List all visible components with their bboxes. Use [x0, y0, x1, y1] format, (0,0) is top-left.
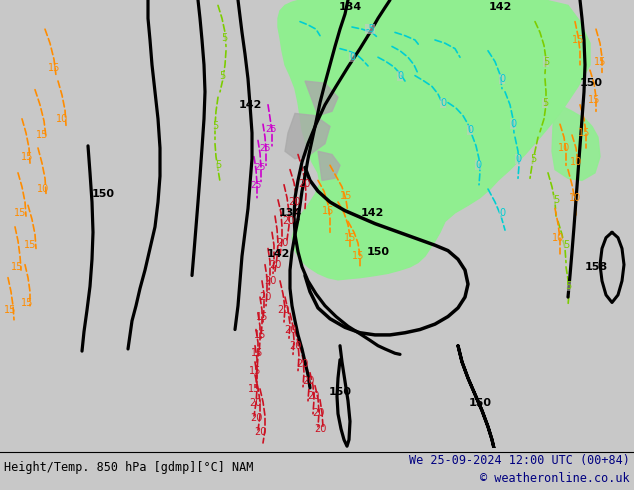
- Text: 5: 5: [553, 195, 559, 205]
- Text: 10: 10: [56, 114, 68, 124]
- Text: 20: 20: [302, 376, 314, 387]
- Text: 15: 15: [48, 63, 60, 73]
- Text: 142: 142: [238, 100, 262, 110]
- Text: 150: 150: [580, 78, 603, 88]
- Text: 15: 15: [248, 384, 260, 394]
- Text: 5: 5: [212, 122, 218, 131]
- Text: 25: 25: [259, 144, 271, 152]
- Text: 20: 20: [249, 398, 261, 408]
- Text: Height/Temp. 850 hPa [gdmp][°C] NAM: Height/Temp. 850 hPa [gdmp][°C] NAM: [4, 461, 254, 474]
- Text: 134: 134: [339, 2, 361, 12]
- Text: 0: 0: [475, 160, 481, 171]
- Text: 25: 25: [254, 163, 266, 172]
- Text: 15: 15: [11, 262, 23, 272]
- Text: 15: 15: [594, 56, 606, 67]
- Text: 15: 15: [24, 240, 36, 250]
- Text: 0: 0: [499, 208, 505, 218]
- Text: 15: 15: [578, 128, 590, 138]
- Text: 5: 5: [215, 160, 221, 171]
- Text: 5: 5: [221, 33, 227, 43]
- Text: 15: 15: [14, 208, 26, 218]
- Text: 20: 20: [259, 292, 271, 302]
- Text: 150: 150: [469, 398, 491, 408]
- Text: 15: 15: [352, 251, 364, 261]
- Text: 20: 20: [269, 260, 281, 270]
- Text: We 25-09-2024 12:00 UTC (00+84): We 25-09-2024 12:00 UTC (00+84): [409, 454, 630, 466]
- Polygon shape: [318, 151, 340, 180]
- Text: 0: 0: [515, 154, 521, 164]
- Text: 20: 20: [284, 324, 296, 335]
- Text: 20: 20: [254, 427, 266, 437]
- Polygon shape: [285, 114, 330, 159]
- Text: 15: 15: [21, 297, 33, 308]
- Polygon shape: [350, 18, 470, 100]
- Text: 10: 10: [552, 233, 564, 243]
- Polygon shape: [278, 0, 590, 280]
- Text: 5: 5: [542, 98, 548, 108]
- Text: 15: 15: [249, 366, 261, 375]
- Text: 10: 10: [569, 193, 581, 203]
- Text: 20: 20: [289, 341, 301, 351]
- Text: 0: 0: [510, 119, 516, 129]
- Text: 15: 15: [4, 305, 16, 315]
- Text: 15: 15: [572, 35, 584, 45]
- Text: 15: 15: [588, 96, 600, 105]
- Text: -5: -5: [365, 24, 375, 34]
- Text: 0: 0: [440, 98, 446, 108]
- Text: 20: 20: [298, 179, 310, 189]
- Text: 15: 15: [340, 191, 353, 200]
- Polygon shape: [305, 81, 338, 116]
- Text: 150: 150: [366, 247, 389, 257]
- Text: © weatheronline.co.uk: © weatheronline.co.uk: [481, 472, 630, 485]
- Text: 15: 15: [251, 348, 263, 358]
- Text: 0: 0: [467, 124, 473, 135]
- Text: 15: 15: [36, 130, 48, 140]
- Text: 15: 15: [254, 330, 266, 340]
- Text: 150: 150: [328, 387, 351, 397]
- Text: 20: 20: [288, 197, 300, 207]
- Text: 20: 20: [296, 359, 308, 369]
- Text: 5: 5: [530, 154, 536, 164]
- Text: 134: 134: [278, 208, 302, 218]
- Text: 20: 20: [264, 276, 276, 286]
- Text: 20: 20: [250, 413, 262, 423]
- Text: 10: 10: [37, 184, 49, 194]
- Polygon shape: [552, 102, 600, 180]
- Text: 142: 142: [266, 249, 290, 259]
- Text: 5: 5: [565, 281, 571, 291]
- Text: 20: 20: [314, 424, 326, 434]
- Text: 5: 5: [219, 71, 225, 81]
- Text: 142: 142: [360, 208, 384, 218]
- Text: 0: 0: [397, 71, 403, 81]
- Text: 5: 5: [563, 240, 569, 250]
- Text: 15: 15: [21, 151, 33, 162]
- Text: 20: 20: [276, 238, 288, 248]
- Text: 25: 25: [250, 181, 262, 190]
- Text: 0: 0: [499, 74, 505, 84]
- Text: 15: 15: [322, 206, 334, 216]
- Text: 20: 20: [307, 392, 319, 401]
- Text: 20: 20: [312, 408, 324, 417]
- Text: 15: 15: [256, 312, 268, 321]
- Text: 20: 20: [281, 217, 294, 226]
- Text: 150: 150: [92, 190, 115, 199]
- Text: 15: 15: [344, 233, 356, 243]
- Text: 158: 158: [585, 262, 607, 272]
- Text: 142: 142: [488, 2, 512, 12]
- Text: 10: 10: [558, 143, 570, 153]
- Text: 25: 25: [265, 125, 276, 134]
- Text: 10: 10: [570, 157, 582, 167]
- Text: 20: 20: [277, 305, 289, 315]
- Text: 0: 0: [349, 52, 355, 62]
- Text: 5: 5: [543, 56, 549, 67]
